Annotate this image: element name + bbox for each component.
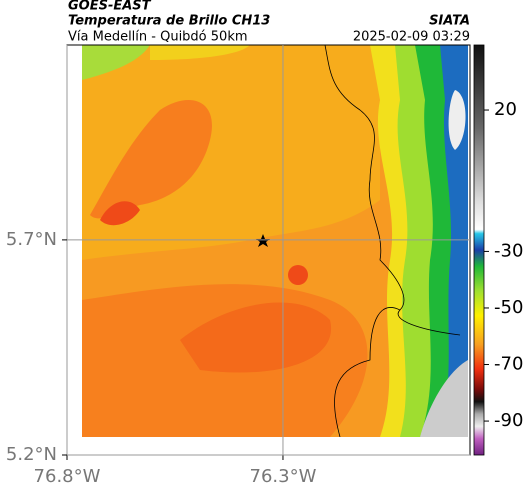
colorbar	[473, 44, 485, 456]
x-tick-label: 76.3°W	[250, 466, 317, 487]
source: SIATA	[429, 14, 470, 29]
city-marker	[256, 234, 270, 247]
route: Vía Medellín - Quibdó 50km	[68, 30, 248, 45]
x-tick-label: 76.8°W	[34, 466, 101, 487]
colorbar-tick-label: -50	[494, 297, 523, 318]
colorbar-tick-label: -70	[494, 354, 523, 375]
colorbar-tick-label: 20	[494, 99, 517, 120]
y-tick-label: 5.7°N	[6, 229, 57, 250]
timestamp: 2025-02-09 03:29	[353, 30, 470, 45]
title: GOES-EAST	[68, 0, 152, 14]
colorbar-tick-label: -90	[494, 410, 523, 431]
satellite-image	[82, 45, 468, 437]
subtitle: Temperatura de Brillo CH13	[68, 14, 270, 29]
y-tick-label: 5.2°N	[6, 444, 57, 465]
colorbar-tick-label: -30	[494, 240, 523, 261]
